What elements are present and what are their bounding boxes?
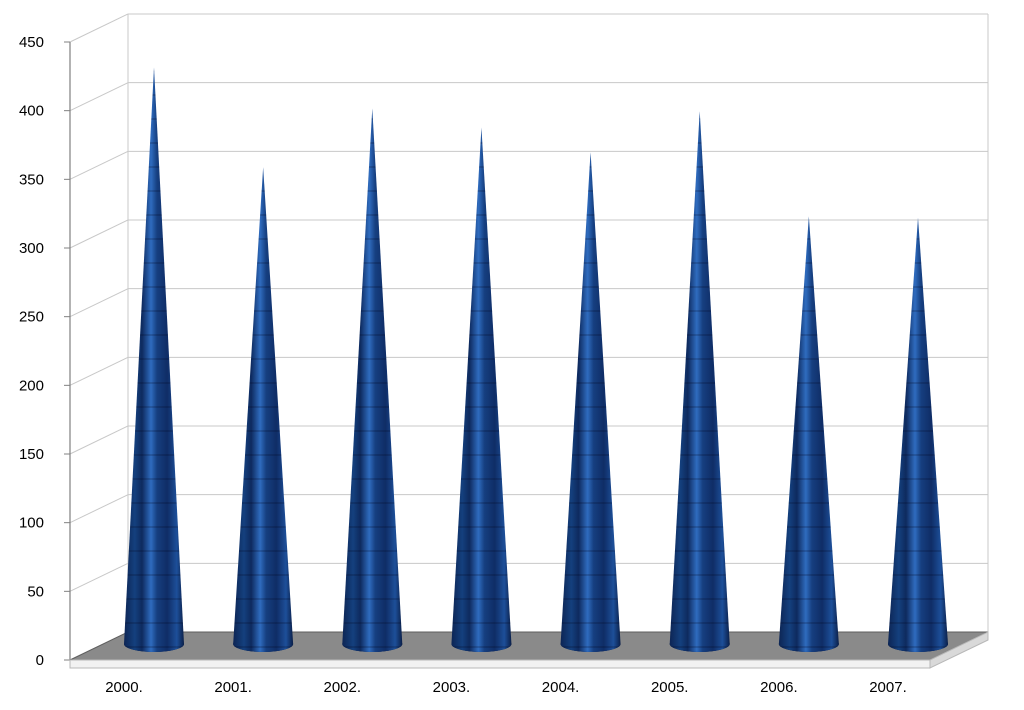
cone-2006 xyxy=(778,216,839,652)
y-tick-label-3: 150 xyxy=(19,446,44,463)
cone-2003 xyxy=(451,127,512,652)
cone-shading xyxy=(342,108,403,652)
cone-2000 xyxy=(124,67,184,652)
x-tick-label-3: 2003. xyxy=(433,679,471,696)
y-tick-label-6: 300 xyxy=(19,240,44,257)
y-tick-label-2: 100 xyxy=(19,515,44,532)
cone-shading xyxy=(778,216,839,652)
cone-2005 xyxy=(669,111,730,652)
cone-series xyxy=(124,67,948,652)
gridlines xyxy=(69,13,988,661)
axis-labels: 0 50 100 150 200 250 300 350 400 450 2000. 2001. 200… xyxy=(19,34,907,696)
y-tick-label-8: 400 xyxy=(19,103,44,120)
floor-top xyxy=(69,631,989,661)
y-tick-label-0: 0 xyxy=(36,652,44,669)
chart-floor xyxy=(69,631,989,669)
x-tick-label-4: 2004. xyxy=(542,679,580,696)
cone-shading xyxy=(888,217,948,652)
gridline-side-4 xyxy=(69,356,129,386)
cone-shading xyxy=(124,67,184,652)
x-tick-label-0: 2000. xyxy=(105,679,143,696)
y-tick-label-9: 450 xyxy=(19,34,44,51)
y-tick-label-5: 250 xyxy=(19,309,44,326)
cone-2004 xyxy=(560,152,621,652)
gridline-side-2 xyxy=(69,494,129,524)
cone-2002 xyxy=(342,108,403,652)
gridline-side-1 xyxy=(69,562,129,592)
cone-2001 xyxy=(233,167,294,652)
gridline-side-5 xyxy=(69,288,129,318)
axes xyxy=(64,14,989,661)
gridline-side-6 xyxy=(69,219,129,249)
gridline-side-7 xyxy=(69,150,129,180)
floor-side-edge xyxy=(929,631,989,669)
gridline-side-8 xyxy=(69,82,129,112)
cone-shading xyxy=(451,127,512,652)
x-tick-label-2: 2002. xyxy=(324,679,362,696)
gridline-side-3 xyxy=(69,425,129,455)
y-tick-label-1: 50 xyxy=(27,583,44,600)
x-tick-label-5: 2005. xyxy=(651,679,689,696)
y-tick-label-7: 350 xyxy=(19,171,44,188)
cone-shading xyxy=(560,152,621,652)
cone-2007 xyxy=(888,217,948,652)
cone-shading xyxy=(669,111,730,652)
gridline-side-9 xyxy=(69,13,129,43)
x-tick-label-6: 2006. xyxy=(760,679,798,696)
y-tick-label-4: 200 xyxy=(19,377,44,394)
cone-shading xyxy=(233,167,294,652)
x-tick-label-1: 2001. xyxy=(214,679,252,696)
x-tick-label-7: 2007. xyxy=(869,679,907,696)
floor-front-edge xyxy=(69,659,931,669)
